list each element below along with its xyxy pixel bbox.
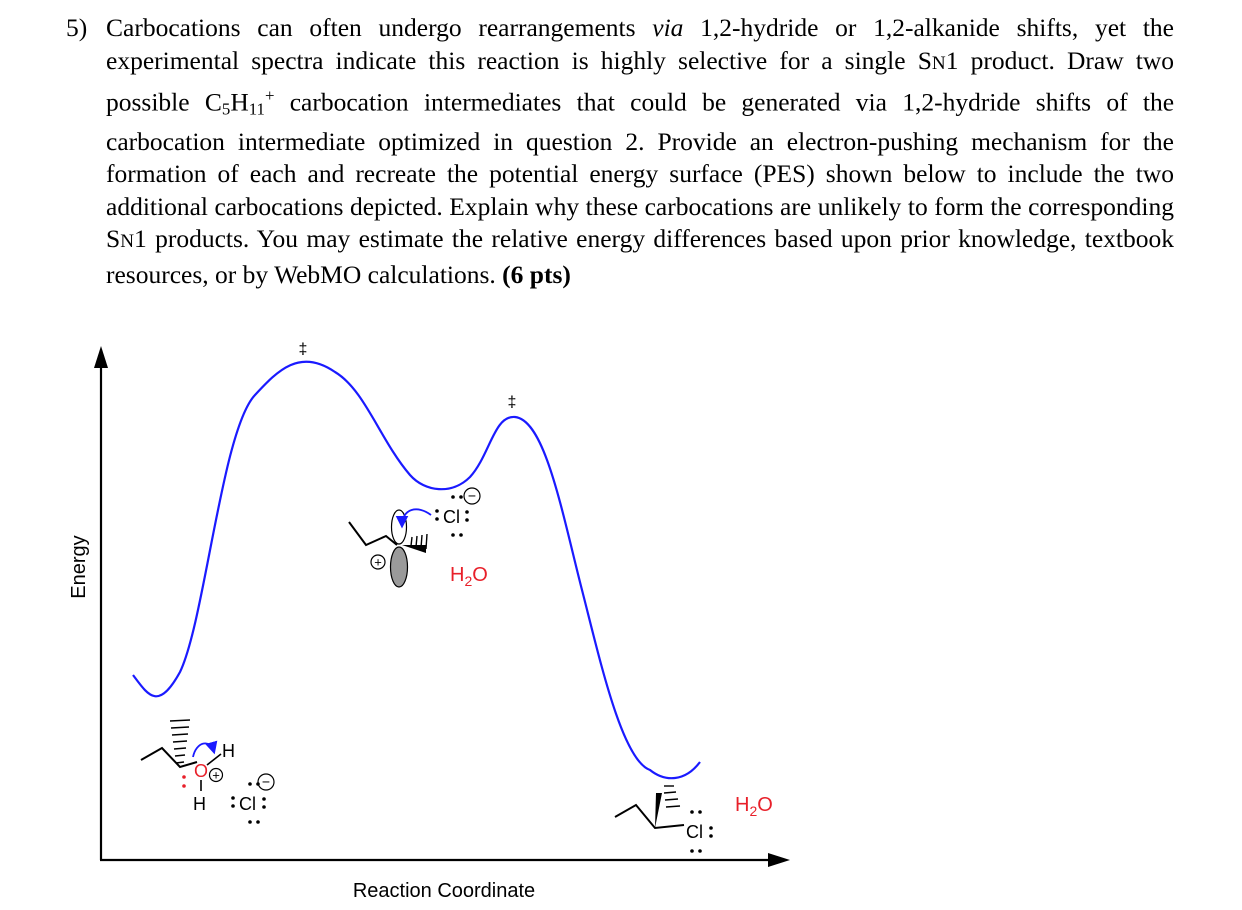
curved-arrow-leaving [192, 740, 218, 758]
x-axis-arrowhead [768, 853, 790, 867]
svg-text:Cl: Cl [443, 507, 460, 527]
oxygen-atom: O [194, 761, 208, 781]
chloride-charge-circle [463, 487, 481, 505]
question-points: (6 pts) [502, 259, 571, 289]
transition-state-1-mark: ‡ [299, 341, 308, 358]
chloride-charge-circle [257, 773, 275, 791]
carbocation-charge: + [374, 555, 382, 570]
formula-charge: + [264, 86, 275, 105]
formula-c-subscript: 5 [221, 99, 231, 119]
formula-h: H [230, 87, 249, 117]
product-structure: Cl [614, 785, 713, 853]
question-segment: carbocation intermediates that could be … [106, 87, 1175, 254]
y-axis-arrowhead [94, 346, 108, 368]
oxonium-charge: + [212, 768, 220, 783]
chloride-ion-reactant: Cl − [231, 773, 275, 824]
question-segment: 1 products. You may estimate the relativ… [106, 224, 1174, 289]
chlorine-atom: Cl [686, 822, 703, 842]
carbocation-structure: + [348, 508, 432, 588]
question-segment: 1,2-hydride or 1,2-alkanide shifts, yet … [106, 13, 1175, 75]
reactant-structure: O H H + [140, 719, 235, 814]
chloride-charge: − [468, 488, 476, 504]
sn1-subscript-n: N [931, 52, 946, 74]
water-product: H2O [735, 794, 773, 819]
hydrogen-atom-bottom: H [193, 794, 206, 814]
hydrogen-atom-top: H [222, 741, 235, 761]
svg-text:H2O: H2O [735, 794, 773, 819]
sn1-subscript-n: N [120, 231, 134, 253]
energy-curve [132, 360, 701, 780]
question-segment: Carbocations can often undergo rearrange… [106, 13, 653, 42]
curved-arrow-attack [395, 508, 432, 529]
p-orbital-bottom-lobe [389, 546, 409, 588]
question-segment: 1 product. Draw two possible C [106, 45, 1174, 117]
transition-state-2-mark: ‡ [508, 394, 517, 411]
question-text: 5) Carbocations can often undergo rearra… [66, 12, 1174, 291]
chloride-charge: − [262, 774, 270, 790]
svg-text:Cl: Cl [239, 794, 256, 814]
question-number: 5) [66, 13, 88, 42]
y-axis-label: Energy [68, 535, 90, 598]
water-intermediate: H2O [450, 564, 488, 589]
formula-h-subscript: 11 [248, 99, 265, 119]
question-italic-via: via [652, 13, 684, 42]
chloride-ion-intermediate: Cl − [435, 487, 481, 537]
carbocation-charge-circle [370, 554, 386, 570]
svg-text:H2O: H2O [450, 564, 488, 589]
x-axis-label: Reaction Coordinate [353, 880, 535, 902]
question-body: Carbocations can often undergo rearrange… [106, 12, 1174, 291]
oxonium-charge-circle [208, 767, 224, 783]
